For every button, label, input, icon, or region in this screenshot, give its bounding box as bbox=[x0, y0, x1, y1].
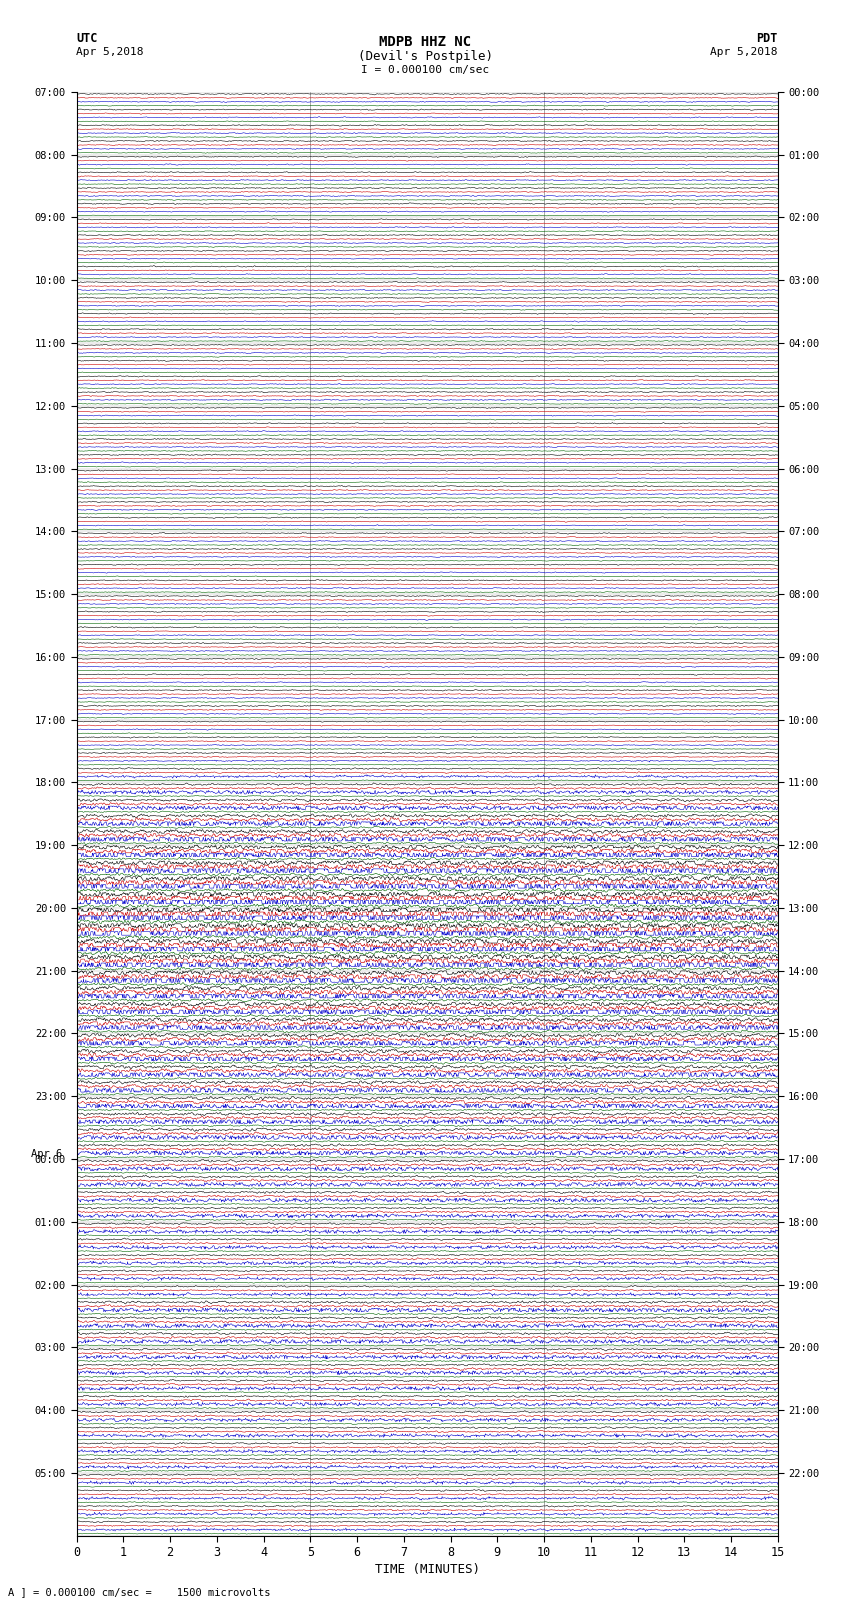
X-axis label: TIME (MINUTES): TIME (MINUTES) bbox=[375, 1563, 479, 1576]
Text: MDPB HHZ NC: MDPB HHZ NC bbox=[379, 35, 471, 50]
Text: Apr 5,2018: Apr 5,2018 bbox=[76, 47, 144, 56]
Text: Apr 5,2018: Apr 5,2018 bbox=[711, 47, 778, 56]
Text: (Devil's Postpile): (Devil's Postpile) bbox=[358, 50, 492, 63]
Text: I = 0.000100 cm/sec: I = 0.000100 cm/sec bbox=[361, 65, 489, 74]
Text: A ] = 0.000100 cm/sec =    1500 microvolts: A ] = 0.000100 cm/sec = 1500 microvolts bbox=[8, 1587, 271, 1597]
Text: PDT: PDT bbox=[756, 32, 778, 45]
Text: Apr 6: Apr 6 bbox=[31, 1148, 62, 1160]
Text: UTC: UTC bbox=[76, 32, 98, 45]
